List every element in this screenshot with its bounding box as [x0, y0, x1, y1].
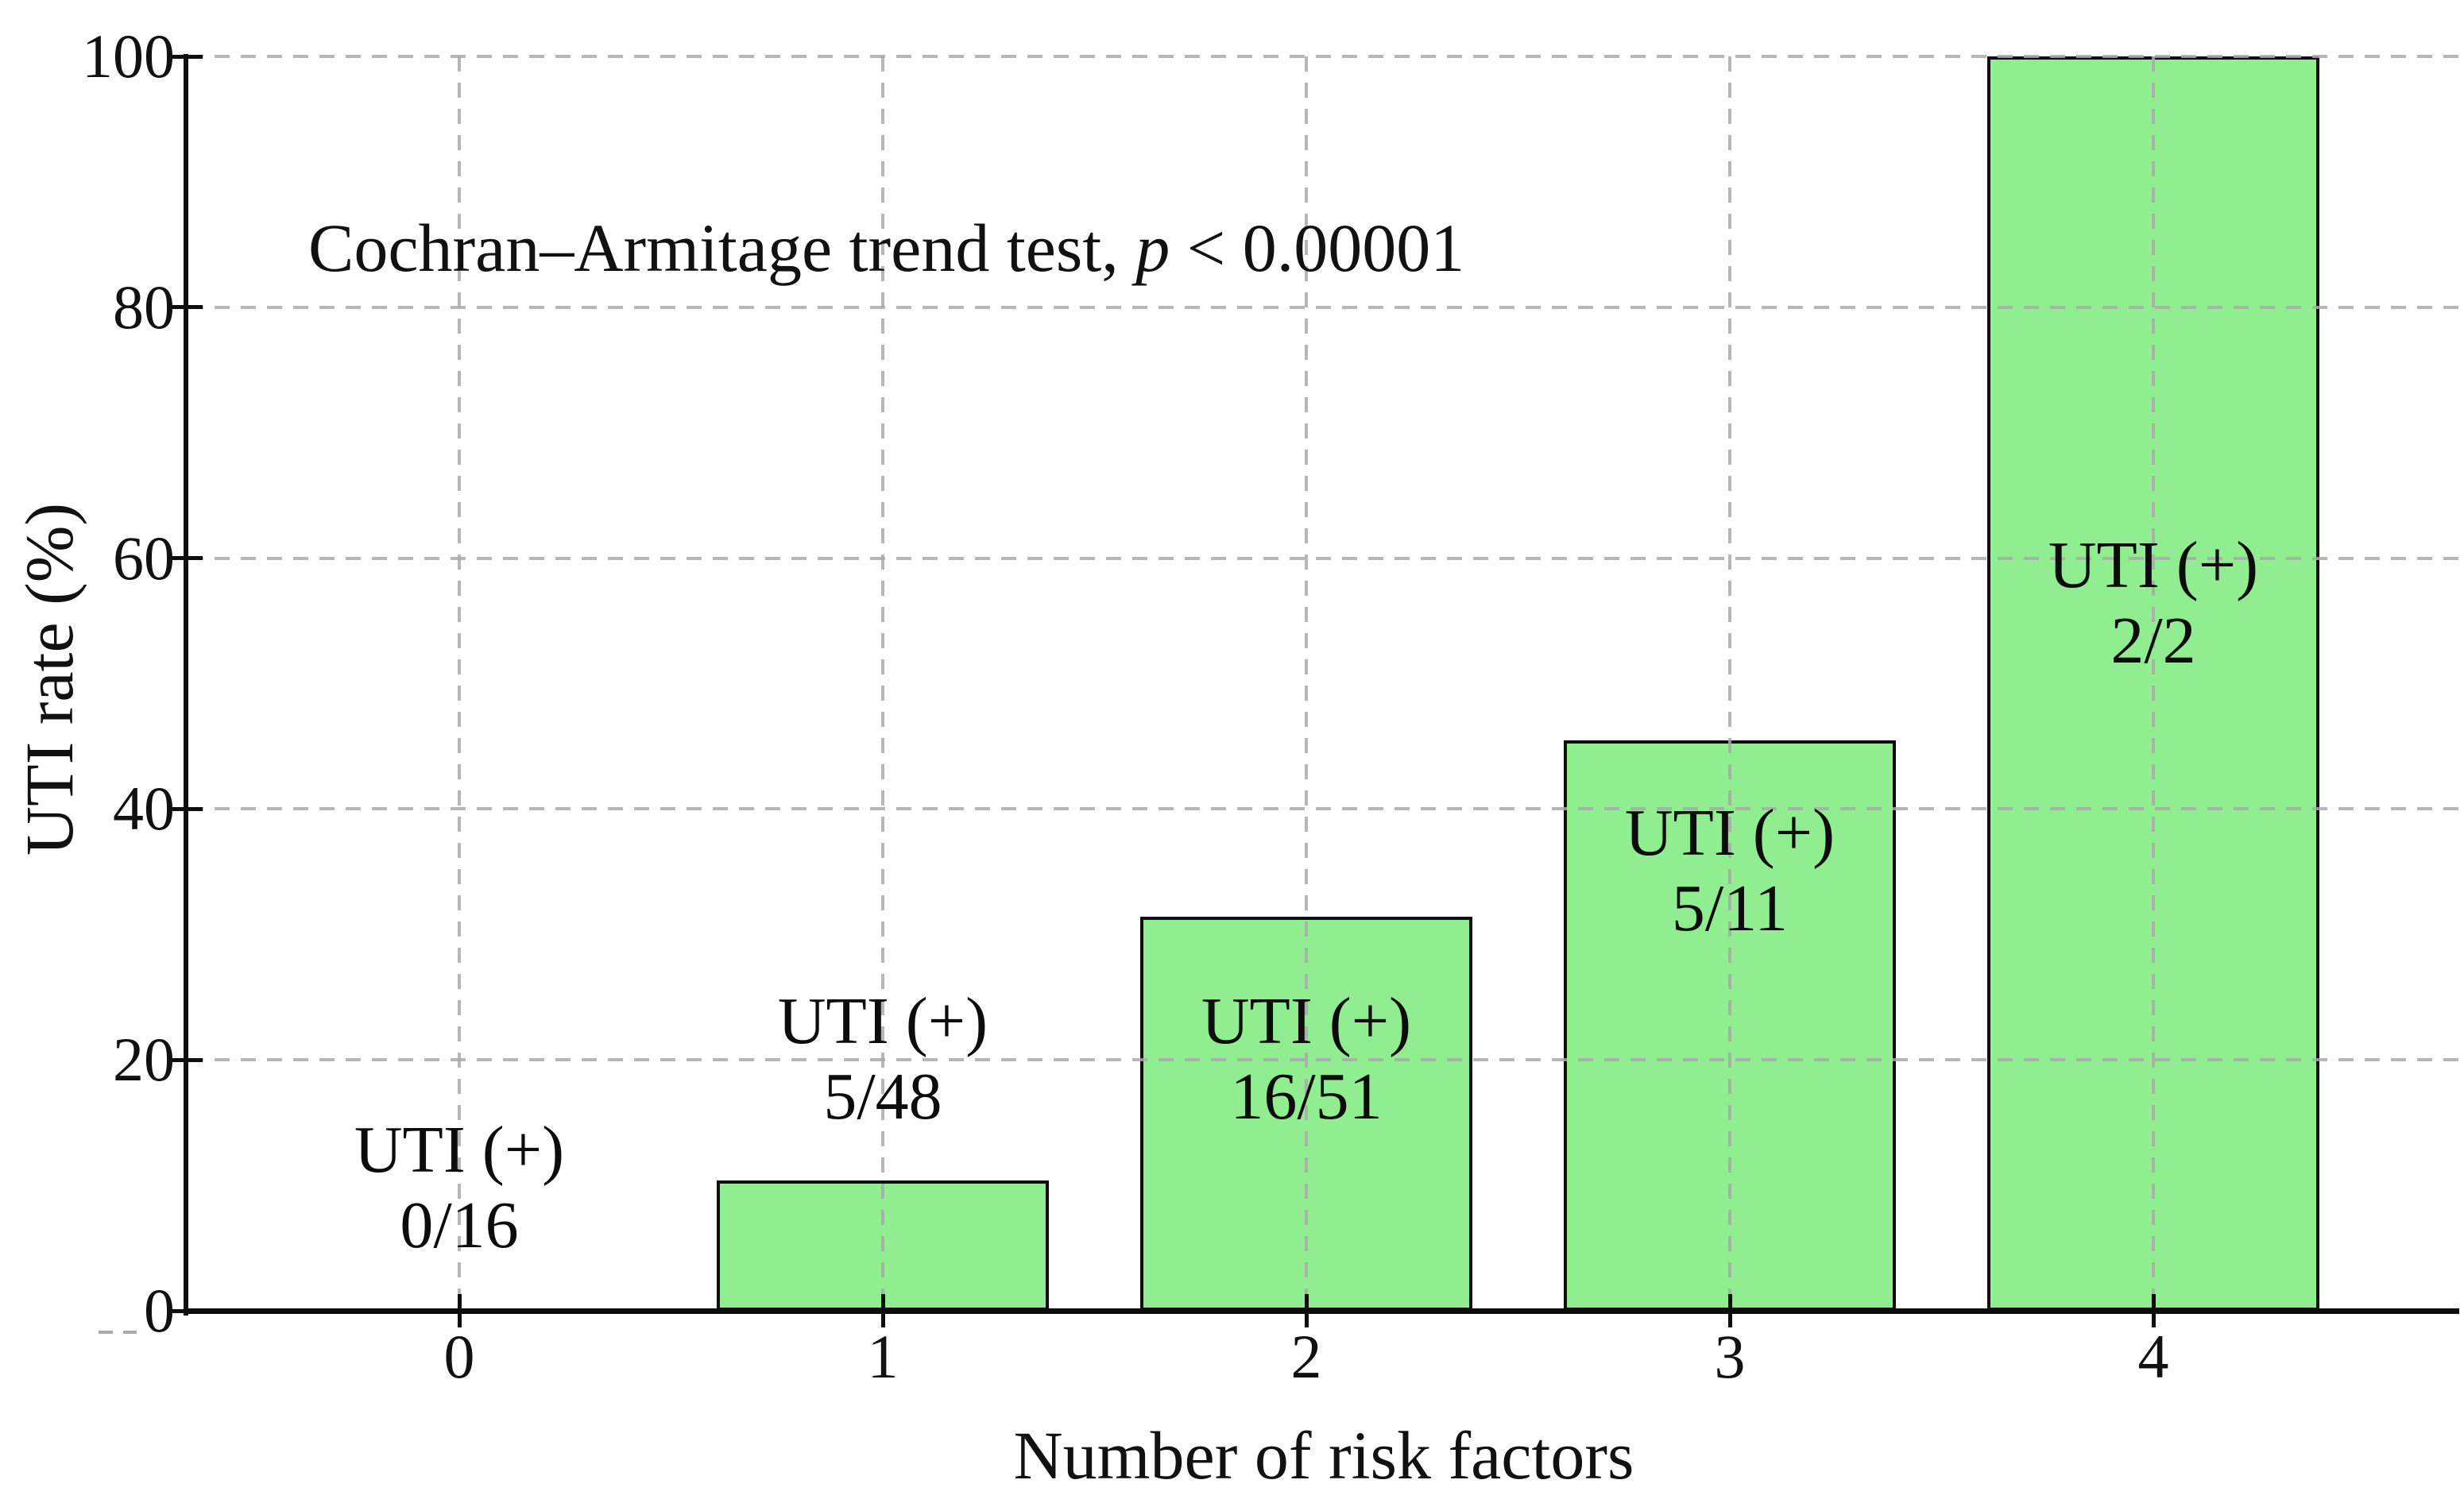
y-tick-label-40: 40: [113, 774, 175, 844]
gridline-vertical-2: [1305, 56, 1308, 1311]
x-tick-label-1: 1: [867, 1322, 899, 1391]
annotation-p-italic: p: [1135, 210, 1170, 286]
y-tick-label-60: 60: [113, 523, 175, 593]
gridline-horizontal-40: [188, 807, 2459, 811]
gridline-vertical-3: [1728, 56, 1731, 1311]
x-tick-3: [1727, 1294, 1732, 1327]
x-tick-label-2: 2: [1290, 1322, 1322, 1391]
y-tick-60: [169, 556, 203, 561]
x-tick-label-4: 4: [2137, 1322, 2169, 1391]
bar-label-line2: 5/11: [1671, 871, 1789, 945]
y-tick-label-0: 0: [144, 1276, 175, 1345]
y-tick-0: [169, 1308, 203, 1313]
y-tick-20: [169, 1057, 203, 1062]
gridline-vertical-4: [2152, 56, 2155, 1311]
bar-label-line1: UTI (+): [2048, 528, 2259, 603]
gridline-vertical-1: [881, 56, 884, 1311]
gridline-horizontal-60: [188, 556, 2459, 560]
bar-label-risk-4: UTI (+) 2/2: [1915, 527, 2392, 678]
y-tick-label-80: 80: [113, 272, 175, 342]
bar-label-line1: UTI (+): [354, 1113, 565, 1188]
bar-label-line2: 16/51: [1230, 1059, 1383, 1134]
gridline-vertical-0: [458, 56, 461, 1311]
bar-label-line1: UTI (+): [1624, 795, 1835, 870]
bar-label-risk-2: UTI (+) 16/51: [1068, 983, 1545, 1134]
annotation-suffix: < 0.00001: [1170, 210, 1465, 286]
y-tick-label-20: 20: [113, 1025, 175, 1095]
trend-test-annotation: Cochran–Armitage trend test, p < 0.00001: [308, 205, 1464, 291]
bar-label-line2: 5/48: [823, 1059, 942, 1134]
bar-label-risk-3: UTI (+) 5/11: [1491, 795, 1968, 946]
y-tick-40: [169, 806, 203, 811]
bar-label-risk-0: UTI (+) 0/16: [221, 1112, 698, 1263]
y-tick-label-100: 100: [82, 21, 175, 91]
bar-label-line2: 2/2: [2110, 604, 2196, 678]
y-zero-gridline-artifact: [99, 1331, 137, 1334]
bar-label-line1: UTI (+): [777, 983, 988, 1058]
x-tick-4: [2151, 1294, 2156, 1327]
bar-label-line1: UTI (+): [1201, 983, 1412, 1058]
gridline-horizontal-20: [188, 1058, 2459, 1062]
gridline-horizontal-80: [188, 305, 2459, 309]
bar-label-risk-1: UTI (+) 5/48: [644, 983, 1121, 1134]
x-tick-0: [457, 1294, 462, 1327]
bar-label-line2: 0/16: [400, 1188, 519, 1263]
x-axis-label: Number of risk factors: [1013, 1417, 1634, 1493]
x-tick-label-0: 0: [443, 1322, 475, 1391]
x-axis-spine: [184, 1308, 2459, 1314]
x-tick-label-3: 3: [1714, 1322, 1746, 1391]
x-tick-1: [880, 1294, 885, 1327]
y-tick-80: [169, 305, 203, 310]
y-axis-spine: [184, 54, 188, 1316]
gridline-horizontal-100: [188, 55, 2459, 58]
x-tick-2: [1304, 1294, 1309, 1327]
annotation-prefix: Cochran–Armitage trend test,: [308, 210, 1136, 286]
y-tick-100: [169, 54, 203, 59]
